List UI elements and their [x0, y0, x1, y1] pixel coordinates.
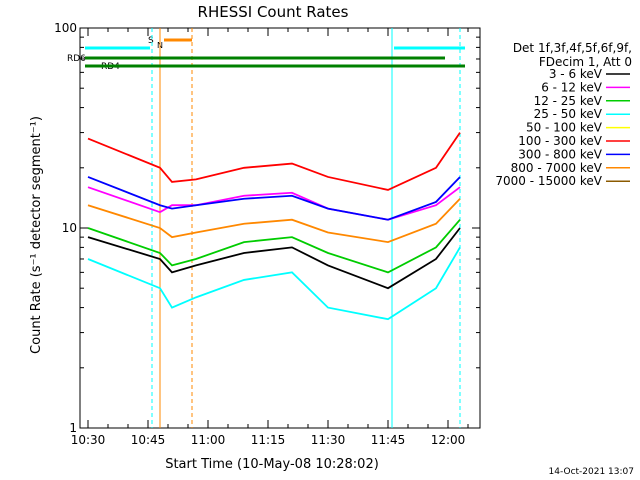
- footer-date: 14-Oct-2021 13:07: [549, 467, 634, 477]
- series-line-5: [87, 132, 461, 191]
- series-line-7: [87, 198, 461, 244]
- legend-label-3: 25 - 50 keV: [534, 107, 603, 121]
- y-axis-label: Count Rate (s⁻¹ detector segment⁻¹): [29, 116, 44, 354]
- chart-title: RHESSI Count Rates: [198, 3, 349, 21]
- legend-label-6: 300 - 800 keV: [518, 147, 602, 161]
- series-line-6: [87, 176, 461, 221]
- plot-frame: [79, 27, 481, 429]
- series-line-0: [87, 227, 461, 290]
- legend-label-4: 50 - 100 keV: [526, 121, 603, 135]
- series-line-2: [87, 219, 461, 274]
- legend-label-2: 12 - 25 keV: [534, 94, 603, 108]
- x-axis-label: Start Time (10-May-08 10:28:02): [165, 457, 379, 472]
- legend-label-1: 6 - 12 keV: [541, 80, 603, 94]
- legend-header-line-1: Det 1f,3f,4f,5f,6f,9f,: [513, 41, 632, 55]
- legend-label-0: 3 - 6 keV: [549, 67, 603, 81]
- x-tick-label: 11:00: [191, 433, 226, 447]
- y-tick-label: 100: [54, 21, 77, 35]
- legend-label-5: 100 - 300 keV: [518, 134, 602, 148]
- s-label: S: [148, 36, 154, 46]
- y-tick-label: 1: [69, 421, 77, 435]
- legend-header-line-2: FDecim 1, Att 0: [539, 55, 632, 69]
- x-tick-label: 10:30: [71, 433, 106, 447]
- x-tick-label: 11:30: [311, 433, 346, 447]
- y-tick-label: 10: [62, 221, 77, 235]
- series-line-3: [87, 246, 461, 321]
- legend-label-8: 7000 - 15000 keV: [495, 174, 602, 188]
- rd6-label: RD6: [67, 54, 86, 64]
- x-tick-label: 12:00: [431, 433, 466, 447]
- legend-label-7: 800 - 7000 keV: [511, 161, 603, 175]
- series-line-1: [87, 186, 461, 221]
- x-tick-label: 11:15: [251, 433, 286, 447]
- x-tick-label: 10:45: [131, 433, 166, 447]
- x-tick-label: 11:45: [371, 433, 406, 447]
